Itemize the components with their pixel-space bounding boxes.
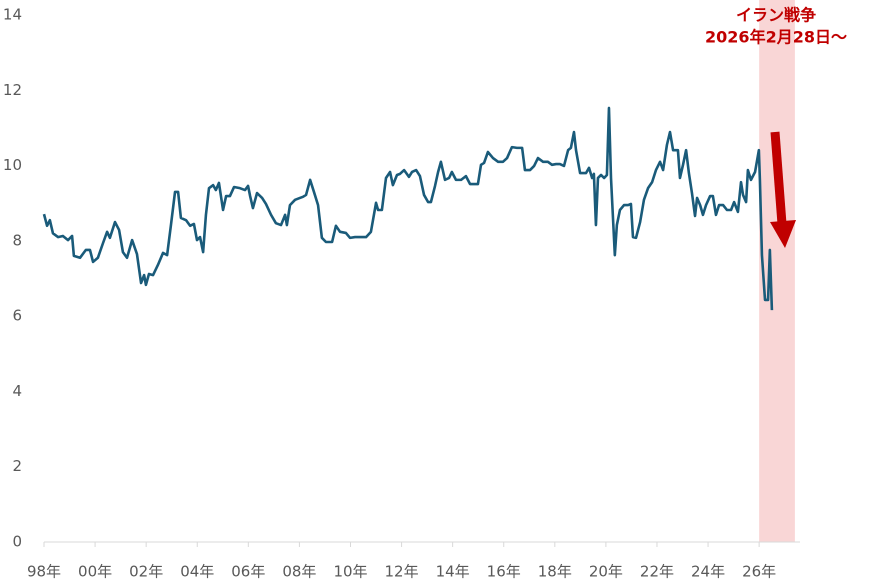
x-tick-label: 06年 bbox=[231, 563, 265, 581]
y-tick-label: 4 bbox=[12, 382, 22, 400]
y-tick-label: 8 bbox=[12, 231, 22, 249]
x-tick-label: 98年 bbox=[27, 563, 61, 581]
data-line bbox=[42, 106, 774, 311]
x-tick-label: 18年 bbox=[538, 563, 572, 581]
x-tick-label: 04年 bbox=[180, 563, 214, 581]
x-tick-label: 10年 bbox=[333, 563, 367, 581]
highlight-layer bbox=[759, 0, 795, 542]
x-tick-label: 26年 bbox=[742, 563, 776, 581]
x-tick-label: 24年 bbox=[691, 563, 725, 581]
y-tick-label: 2 bbox=[12, 457, 22, 475]
x-tick-label: 08年 bbox=[282, 563, 316, 581]
y-tick-label: 6 bbox=[12, 307, 22, 325]
x-tick-label: 12年 bbox=[385, 563, 419, 581]
x-tick-label: 20年 bbox=[589, 563, 623, 581]
annotation: イラン戦争 bbox=[736, 6, 816, 25]
x-tick-label: 02年 bbox=[129, 563, 163, 581]
annotation: 2026年2月28日〜 bbox=[705, 28, 847, 47]
y-tick-label: 10 bbox=[3, 156, 22, 174]
x-tick-label: 00年 bbox=[78, 563, 112, 581]
y-tick-label: 14 bbox=[3, 6, 22, 24]
arrow-head bbox=[770, 220, 796, 248]
arrow-shaft bbox=[770, 131, 787, 225]
x-tick-label: 16年 bbox=[487, 563, 521, 581]
x-tick-label: 22年 bbox=[640, 563, 674, 581]
arrow bbox=[770, 131, 796, 248]
y-tick-label: 12 bbox=[3, 81, 22, 99]
x-tick-label: 14年 bbox=[436, 563, 470, 581]
y-tick-label: 0 bbox=[12, 533, 22, 551]
highlight-band bbox=[759, 0, 795, 542]
